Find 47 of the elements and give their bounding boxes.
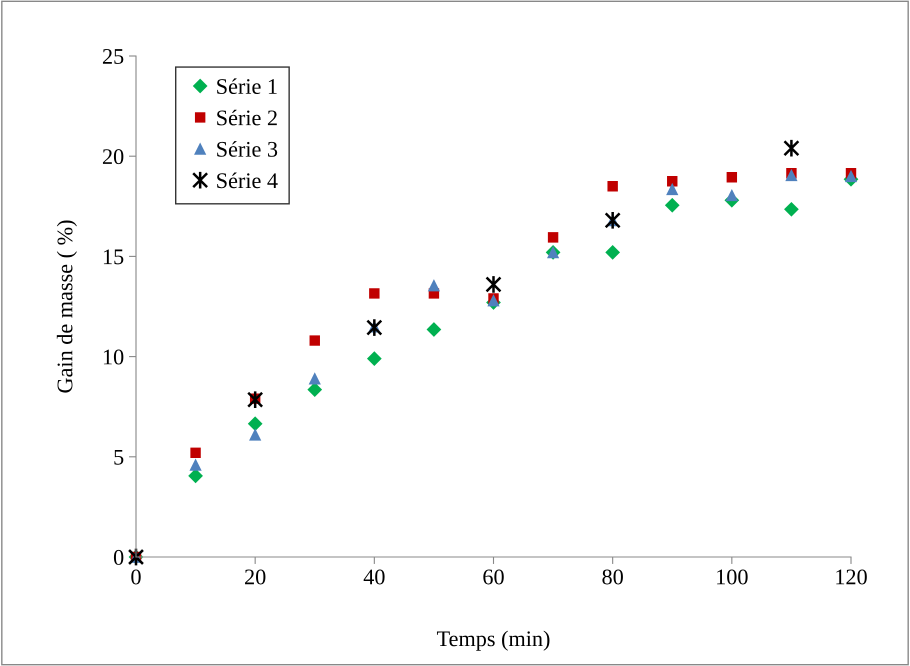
x-tick-label: 100 <box>717 569 748 584</box>
x-axis-title: Temps (min) <box>436 630 550 651</box>
point <box>366 318 383 338</box>
point <box>367 351 382 366</box>
x-tick-label: 0 <box>131 569 141 584</box>
point <box>666 183 678 196</box>
point <box>310 335 320 346</box>
y-tick-label: 0 <box>114 550 124 565</box>
point <box>485 274 502 294</box>
point <box>248 416 262 431</box>
point <box>665 198 680 213</box>
point <box>428 280 440 292</box>
x-tick-label: 60 <box>483 569 504 584</box>
point <box>784 202 799 217</box>
point <box>548 232 558 243</box>
point <box>667 176 678 186</box>
legend-label: Série 2 <box>217 110 277 126</box>
point <box>190 448 201 458</box>
x-tick-label: 120 <box>836 569 867 584</box>
point <box>607 181 618 192</box>
y-tick-label: 20 <box>102 149 124 164</box>
point <box>726 172 738 182</box>
point <box>188 468 203 484</box>
point <box>605 245 620 260</box>
point <box>190 458 202 471</box>
legend-label: Série 3 <box>217 141 278 157</box>
point <box>249 428 262 441</box>
y-tick-label: 25 <box>102 48 124 64</box>
point <box>246 390 264 410</box>
point <box>786 169 798 182</box>
legend-label: Série 4 <box>217 172 278 188</box>
y-tick-label: 10 <box>104 350 124 365</box>
point <box>369 288 380 299</box>
y-tick-label: 5 <box>114 450 124 465</box>
y-axis-title: Gain de masse ( %) <box>56 220 77 393</box>
point <box>726 189 738 202</box>
legend-label: Série 1 <box>217 78 277 94</box>
point <box>488 294 500 306</box>
point <box>845 170 857 182</box>
x-tick-label: 80 <box>602 569 623 584</box>
y-tick-label: 15 <box>104 249 124 264</box>
point <box>783 138 800 158</box>
point <box>308 372 321 385</box>
point <box>604 210 621 230</box>
point <box>426 322 442 337</box>
x-tick-label: 20 <box>245 569 266 584</box>
x-tick-label: 40 <box>364 569 385 584</box>
